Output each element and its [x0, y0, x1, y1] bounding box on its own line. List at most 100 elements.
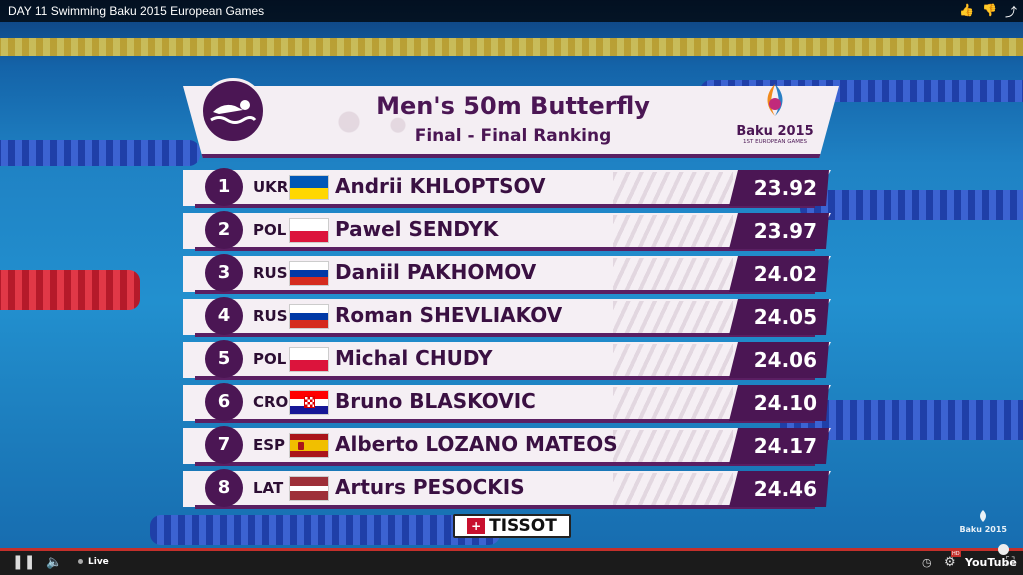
video-frame[interactable]: Men's 50m Butterfly Final - Final Rankin… [0, 0, 1023, 548]
row-underline [195, 247, 815, 251]
row-underline [195, 505, 815, 509]
time-box: 24.17 [729, 428, 829, 464]
country-code: POL [253, 221, 287, 239]
athlete-name: Andrii KHLOPTSOV [335, 174, 546, 198]
rank-badge: 4 [205, 297, 243, 335]
row-underline [195, 462, 815, 466]
event-title: Men's 50m Butterfly [376, 92, 650, 120]
row-decoration [613, 344, 733, 376]
baku-watermark: Baku 2015 [959, 509, 1007, 534]
lane-rope-blue-mid [800, 190, 1023, 220]
row-underline [195, 419, 815, 423]
finish-time: 24.06 [753, 348, 817, 372]
lane-rope-red [0, 270, 140, 310]
row-underline [195, 204, 815, 208]
watermark-flame-icon [980, 510, 987, 522]
time-box: 24.46 [729, 471, 829, 507]
athlete-name: Pawel SENDYK [335, 217, 499, 241]
finish-time: 24.02 [753, 262, 817, 286]
pause-icon[interactable]: ❚❚ [12, 554, 36, 570]
row-underline [195, 333, 815, 337]
flag-icon [289, 347, 329, 372]
thumbs-up-icon[interactable]: 👍 [959, 3, 975, 17]
country-code: CRO [253, 393, 289, 411]
athlete-name: Bruno BLASKOVIC [335, 389, 536, 413]
settings-gear-icon[interactable]: ⚙ [944, 555, 956, 570]
time-box: 24.10 [729, 385, 829, 421]
flag-icon [289, 304, 329, 329]
finish-time: 23.97 [753, 219, 817, 243]
country-code: ESP [253, 436, 286, 454]
rank-badge: 3 [205, 254, 243, 292]
row-decoration [613, 387, 733, 419]
progress-bar[interactable] [0, 544, 1023, 555]
flag-icon [289, 476, 329, 501]
athlete-name: Arturs PESOCKIS [335, 475, 525, 499]
country-code: UKR [253, 178, 289, 196]
live-label[interactable]: Live [78, 557, 109, 567]
flag-icon [289, 218, 329, 243]
clock-icon[interactable]: ◷ [922, 556, 932, 569]
swimmer-icon [200, 78, 266, 144]
flag-icon [289, 261, 329, 286]
progress-handle[interactable] [998, 544, 1009, 555]
result-row: 5 POL Michal CHUDY 24.06 [183, 340, 831, 380]
board-header: Men's 50m Butterfly Final - Final Rankin… [183, 86, 839, 158]
country-code: POL [253, 350, 287, 368]
finish-time: 24.10 [753, 391, 817, 415]
country-code: LAT [253, 479, 284, 497]
logo-subtitle: 1ST EUROPEAN GAMES [743, 139, 807, 145]
flag-icon [289, 433, 329, 458]
result-row: 3 RUS Daniil PAKHOMOV 24.02 [183, 254, 831, 294]
result-row: 8 LAT Arturs PESOCKIS 24.46 [183, 469, 831, 509]
rank-badge: 5 [205, 340, 243, 378]
volume-icon[interactable]: 🔈 [46, 555, 63, 570]
lane-rope-yellow [0, 38, 1023, 56]
youtube-logo[interactable]: YouTube [965, 556, 1017, 569]
player-controls: ❚❚ 🔈 Live ◷ ⚙ HD YouTube ⛶ [0, 544, 1023, 575]
time-box: 24.05 [729, 299, 829, 335]
country-code: RUS [253, 264, 288, 282]
result-row: 2 POL Pawel SENDYK 23.97 [183, 211, 831, 251]
video-title[interactable]: DAY 11 Swimming Baku 2015 European Games [8, 4, 265, 18]
athlete-name: Roman SHEVLIAKOV [335, 303, 563, 327]
logo-name: Baku 2015 [736, 124, 814, 139]
result-row: 1 UKR Andrii KHLOPTSOV 23.92 [183, 168, 831, 208]
event-subtitle: Final - Final Ranking [414, 126, 612, 146]
finish-time: 24.05 [753, 305, 817, 329]
row-decoration [613, 172, 733, 204]
sponsor-name: TISSOT [489, 516, 557, 536]
finish-time: 24.17 [753, 434, 817, 458]
time-box: 23.97 [729, 213, 829, 249]
country-code: RUS [253, 307, 288, 325]
rank-badge: 7 [205, 426, 243, 464]
hd-badge: HD [951, 551, 961, 557]
time-box: 24.02 [729, 256, 829, 292]
thumbs-down-icon[interactable]: 👎 [982, 3, 997, 17]
rank-badge: 2 [205, 211, 243, 249]
header-decoration [293, 90, 433, 154]
time-box: 24.06 [729, 342, 829, 378]
flag-icon [289, 175, 329, 200]
row-decoration [613, 301, 733, 333]
row-underline [195, 290, 815, 294]
row-decoration [613, 430, 733, 462]
row-decoration [613, 215, 733, 247]
video-title-bar: DAY 11 Swimming Baku 2015 European Games… [0, 0, 1023, 22]
results-board: Men's 50m Butterfly Final - Final Rankin… [183, 78, 843, 538]
watermark-name: Baku 2015 [959, 525, 1007, 534]
share-icon[interactable]: ⤴ [1004, 5, 1017, 19]
row-decoration [613, 473, 733, 505]
rank-badge: 1 [205, 168, 243, 206]
fullscreen-icon[interactable]: ⛶ [1006, 554, 1015, 568]
result-row: 4 RUS Roman SHEVLIAKOV 24.05 [183, 297, 831, 337]
tissot-cross-icon: + [467, 518, 486, 534]
athlete-name: Michal CHUDY [335, 346, 493, 370]
athlete-name: Daniil PAKHOMOV [335, 260, 537, 284]
rank-badge: 6 [205, 383, 243, 421]
row-decoration [613, 258, 733, 290]
lane-rope-blue-left [0, 140, 200, 166]
flame-icon [767, 84, 783, 116]
sponsor-logo: + TISSOT [453, 514, 571, 538]
time-box: 23.92 [729, 170, 829, 206]
